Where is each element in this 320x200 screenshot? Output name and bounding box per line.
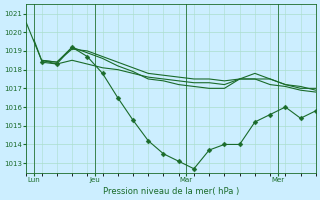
- X-axis label: Pression niveau de la mer( hPa ): Pression niveau de la mer( hPa ): [103, 187, 239, 196]
